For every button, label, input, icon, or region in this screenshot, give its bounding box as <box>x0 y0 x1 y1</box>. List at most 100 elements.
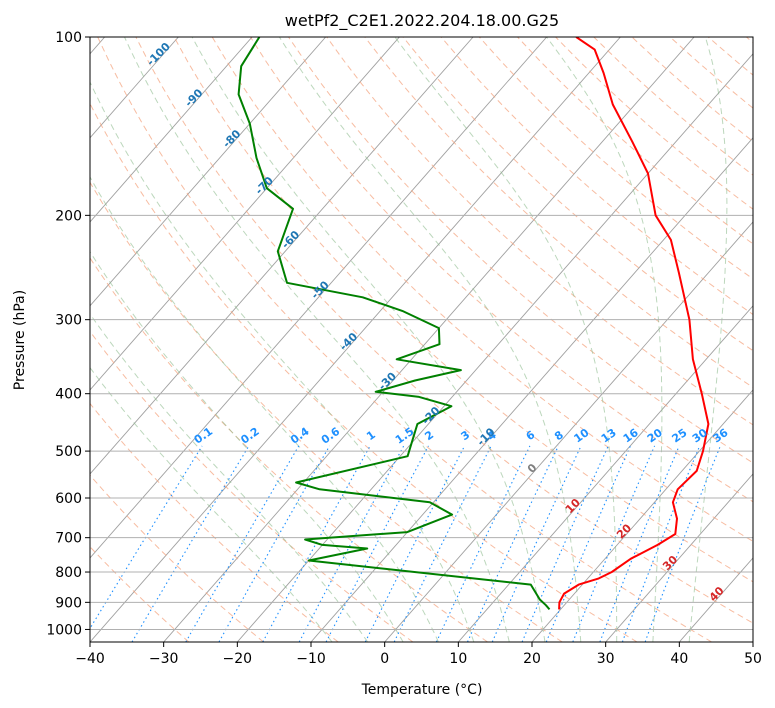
dry-adiabat <box>90 102 638 642</box>
dry-adiabat <box>173 37 753 583</box>
mixing-ratio-labels: 0.1 0.2 0.4 0.6 1 1.5 2 3 4 6 8 10 13 16 20 25 30 36 <box>192 425 731 447</box>
moist-adiabat <box>546 37 663 642</box>
sounding-profile-line <box>237 37 551 611</box>
moist-adiabat <box>688 37 728 642</box>
x-tick-label: −10 <box>296 651 326 667</box>
skewed-isotherms <box>90 37 753 642</box>
dry-adiabat <box>364 37 753 388</box>
y-tick-label: 700 <box>55 531 82 547</box>
x-tick-label: −40 <box>75 651 105 667</box>
dry-adiabat <box>97 37 712 642</box>
dry-adiabat <box>90 402 339 642</box>
isotherm-label: -30 <box>376 370 399 393</box>
mixing-ratio-line <box>185 445 300 642</box>
x-axis-label: Temperature (°C) <box>361 682 483 698</box>
y-tick-label: 400 <box>55 387 82 403</box>
isotherm-label: 10 <box>563 496 583 516</box>
mixing-ratio-label: 13 <box>599 426 619 445</box>
x-axis: −40 −30 −20 −10 0 10 20 30 40 50 <box>75 642 762 667</box>
y-tick-label: 300 <box>55 313 82 329</box>
isotherm-line <box>384 221 753 642</box>
isotherm-label: -100 <box>144 40 173 69</box>
isotherm-line <box>90 37 548 559</box>
dry-adiabat <box>440 37 753 316</box>
mixing-ratio-label: 16 <box>621 426 641 446</box>
x-tick-label: 20 <box>523 651 541 667</box>
mixing-ratio-line <box>521 445 609 642</box>
isotherm-line <box>163 37 695 642</box>
x-tick-label: 10 <box>449 651 467 667</box>
isotherm-line <box>90 37 253 223</box>
mixing-ratio-lines <box>90 445 721 642</box>
isotherm-label: 40 <box>707 584 727 604</box>
sounding-profiles <box>237 37 710 611</box>
isotherm-line <box>90 37 621 642</box>
dry-adiabat <box>288 37 753 464</box>
dry-adiabat <box>249 37 753 503</box>
mixing-ratio-line <box>435 445 531 642</box>
isotherm-line <box>90 37 327 307</box>
isotherm-line <box>90 37 474 475</box>
y-axis: 1000 900 800 700 600 500 400 300 200 100 <box>46 30 90 638</box>
mixing-ratio-line <box>621 445 701 642</box>
mixing-ratio-line <box>298 445 405 642</box>
dry-adiabat <box>326 37 753 426</box>
moist-adiabat <box>124 37 510 642</box>
mixing-ratio-line <box>131 445 250 642</box>
dry-adiabat <box>90 474 264 642</box>
isobar-gridlines <box>90 37 753 630</box>
plot-frame <box>89 36 754 643</box>
mixing-ratio-line <box>599 445 680 642</box>
mixing-ratio-line <box>325 445 429 642</box>
dry-adiabat <box>135 37 753 624</box>
mixing-ratio-label: 1.5 <box>393 425 416 447</box>
isotherm-line <box>310 137 753 642</box>
isotherm-line <box>236 53 753 642</box>
y-axis-label: Pressure (hPa) <box>12 290 28 390</box>
mixing-ratio-label: 10 <box>572 426 592 446</box>
isotherm-line <box>90 37 400 391</box>
mixing-ratio-line <box>491 445 582 642</box>
mixing-ratio-line <box>90 445 203 630</box>
dry-adiabat <box>90 257 488 642</box>
moist-adiabat <box>90 80 475 642</box>
y-tick-label: 900 <box>55 595 82 611</box>
isotherm-label: -50 <box>309 278 332 301</box>
mixing-ratio-label: 1 <box>364 428 378 443</box>
mixing-ratio-label: 25 <box>669 426 689 445</box>
dry-adiabat <box>90 181 563 642</box>
dry-adiabat <box>631 37 753 143</box>
mixing-ratio-line <box>572 445 656 642</box>
mixing-ratio-label: 0.6 <box>319 425 343 447</box>
dry-adiabat <box>707 37 753 76</box>
dry-adiabats <box>90 37 753 642</box>
y-tick-label: 800 <box>55 565 82 581</box>
x-tick-label: 0 <box>380 651 389 667</box>
mixing-ratio-label: 36 <box>711 426 731 446</box>
moist-adiabat <box>278 37 582 642</box>
moist-adiabat <box>90 313 369 642</box>
mixing-ratio-label: 8 <box>552 428 566 443</box>
mixing-ratio-line <box>218 445 330 642</box>
y-tick-label: 500 <box>55 444 82 460</box>
mixing-ratio-line <box>545 445 631 642</box>
x-tick-label: 30 <box>597 651 615 667</box>
sounding-profile-line <box>558 37 710 610</box>
x-tick-label: 50 <box>744 651 762 667</box>
dry-adiabat <box>90 546 190 642</box>
dry-adiabat <box>90 330 414 642</box>
moist-adiabat <box>191 37 546 642</box>
mixing-ratio-label: 0.2 <box>238 425 261 447</box>
x-tick-label: 40 <box>670 651 688 667</box>
y-tick-label: 200 <box>55 208 82 224</box>
isotherm-label: -20 <box>419 404 442 427</box>
isotherm-line <box>457 305 753 642</box>
isotherm-line <box>531 389 753 642</box>
moist-adiabat <box>394 37 618 642</box>
isotherm-label: -60 <box>279 228 302 251</box>
y-tick-label: 600 <box>55 491 82 507</box>
isotherm-line <box>752 641 753 642</box>
isotherm-label: -90 <box>182 86 205 109</box>
dry-adiabat <box>593 37 753 176</box>
